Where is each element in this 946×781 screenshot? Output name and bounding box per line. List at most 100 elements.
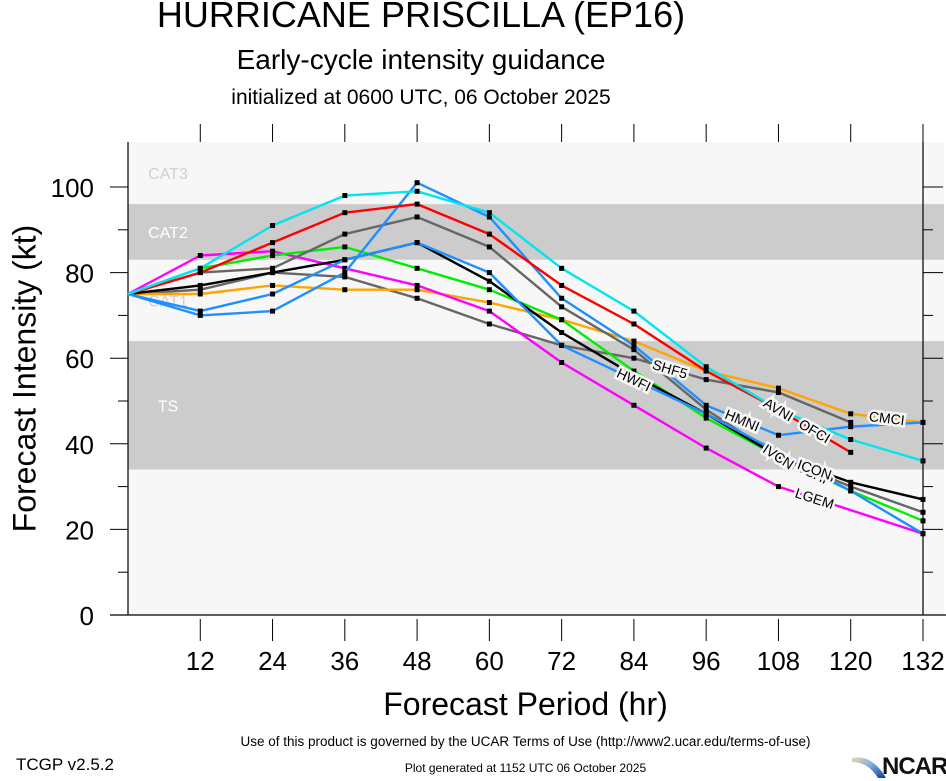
data-point-avni: [486, 210, 492, 216]
data-point-ofci: [197, 270, 203, 276]
data-point-hmni: [775, 432, 781, 438]
data-point-shf5: [197, 287, 203, 293]
data-point-avni: [703, 364, 709, 370]
data-point-icon: [775, 454, 781, 460]
data-point-hwfi: [703, 411, 709, 417]
data-point-ivcn: [703, 407, 709, 413]
y-tick-label: 60: [65, 344, 94, 374]
data-point-hmni: [848, 424, 854, 430]
generated-timestamp: Plot generated at 1152 UTC 06 October 20…: [404, 761, 647, 775]
terms-of-use-text: Use of this product is governed by the U…: [240, 734, 811, 749]
data-point-dshp: [920, 518, 926, 524]
version-label: TCGP v2.5.2: [16, 755, 114, 774]
x-tick-label: 48: [403, 646, 432, 676]
series-line-cmci: [128, 284, 924, 424]
data-point-cmci: [342, 287, 348, 293]
data-point-dshp: [703, 415, 709, 421]
data-point-ivcn: [270, 265, 276, 271]
data-point-dshp: [414, 265, 420, 271]
data-point-shf5: [775, 389, 781, 395]
data-point-hwfi: [559, 342, 565, 348]
data-point-ofci: [414, 201, 420, 207]
y-tick-label: 0: [80, 601, 94, 631]
series-line-hwfi: [127, 241, 924, 535]
data-point-ofci: [703, 368, 709, 374]
data-point-hwfi: [197, 308, 203, 314]
ncar-swoosh-icon: [852, 757, 886, 778]
x-tick-label: 132: [901, 646, 944, 676]
x-tick-label: 60: [475, 646, 504, 676]
data-point-hmni: [414, 180, 420, 186]
band-ts: [128, 341, 944, 470]
data-point-cmci: [414, 287, 420, 293]
x-tick-label: 96: [692, 646, 721, 676]
series-line-icon: [127, 241, 924, 501]
x-tick-label: 108: [757, 646, 800, 676]
data-point-avni: [342, 193, 348, 199]
series-lines: [127, 180, 926, 537]
chart-title: HURRICANE PRISCILLA (EP16): [156, 0, 686, 35]
data-point-ivcn: [342, 231, 348, 237]
x-tick-label: 72: [547, 646, 576, 676]
x-tick-label: 12: [186, 646, 215, 676]
x-tick-label: 24: [258, 646, 287, 676]
data-point-lgem: [197, 252, 203, 258]
data-point-hwfi: [486, 270, 492, 276]
data-point-lgem: [270, 248, 276, 254]
data-point-icon: [920, 496, 926, 502]
x-tick-label: 84: [619, 646, 648, 676]
data-point-shf5: [486, 321, 492, 327]
data-point-dshp: [486, 287, 492, 293]
y-tick-label: 100: [51, 173, 94, 203]
data-point-cmci: [197, 291, 203, 297]
data-point-dshp: [342, 244, 348, 250]
series-line-hmni: [127, 181, 924, 437]
x-tick-label: 36: [330, 646, 359, 676]
data-point-hmni: [197, 312, 203, 318]
data-point-cmci: [631, 338, 637, 344]
data-point-ofci: [848, 449, 854, 455]
data-point-lgem: [775, 484, 781, 490]
data-point-shf5: [848, 419, 854, 425]
data-point-cmci: [775, 385, 781, 391]
data-point-hmni: [631, 342, 637, 348]
data-point-icon: [197, 282, 203, 288]
data-point-dshp: [631, 368, 637, 374]
data-point-lgem: [414, 282, 420, 288]
data-point-dshp: [270, 252, 276, 258]
data-point-ivcn: [414, 214, 420, 220]
band-cat2: [128, 204, 944, 260]
data-point-shf5: [703, 377, 709, 383]
band-label-cat2: CAT2: [148, 225, 188, 242]
data-point-avni: [631, 308, 637, 314]
data-point-lgem: [703, 445, 709, 451]
data-point-lgem: [559, 359, 565, 365]
data-point-hmni: [486, 214, 492, 220]
y-tick-label: 20: [65, 515, 94, 545]
data-point-icon: [270, 270, 276, 276]
series-line-avni: [127, 190, 924, 463]
ncar-logo-text: NCAR: [882, 753, 946, 780]
data-point-hwfi: [414, 240, 420, 246]
data-point-shf5: [631, 355, 637, 361]
data-point-hwfi: [270, 291, 276, 297]
data-point-ivcn: [631, 347, 637, 353]
data-point-hwfi: [342, 257, 348, 263]
data-point-shf5: [342, 274, 348, 280]
data-point-hmni: [703, 402, 709, 408]
chart-subtitle: Early-cycle intensity guidance: [236, 44, 606, 75]
y-axis-label: Forecast Intensity (kt): [6, 224, 43, 533]
data-point-ofci: [342, 210, 348, 216]
data-point-avni: [920, 458, 926, 464]
data-point-icon: [486, 278, 492, 284]
data-point-dshp: [559, 317, 565, 323]
data-point-avni: [270, 223, 276, 229]
data-point-ivcn: [486, 244, 492, 250]
data-point-avni: [848, 437, 854, 443]
data-point-hmni: [559, 295, 565, 301]
band-label-cat3: CAT3: [148, 166, 188, 183]
data-point-cmci: [270, 282, 276, 288]
band-label-ts: TS: [158, 398, 178, 415]
x-tick-label: 120: [829, 646, 872, 676]
